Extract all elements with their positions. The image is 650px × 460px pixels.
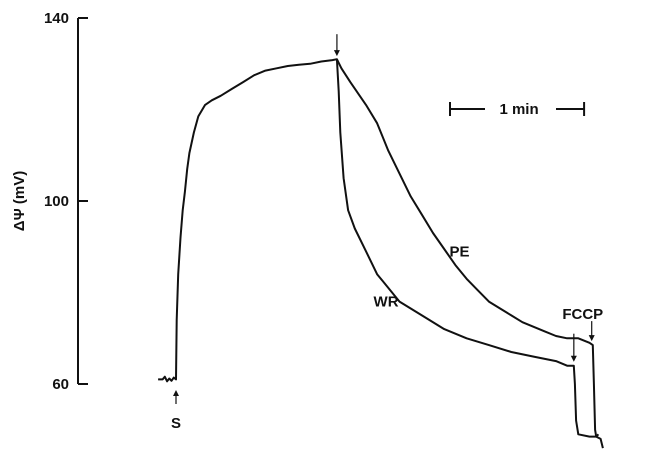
time-scale-bar: 1 min [449, 101, 586, 118]
traces: PE WR [158, 58, 604, 449]
fccp-label: FCCP [562, 306, 603, 323]
trace-pe [158, 58, 604, 449]
fccp-arrow-icon [570, 355, 577, 362]
series-label-pe: PE [450, 243, 470, 260]
substrate-arrow-icon [173, 390, 179, 396]
annotations: S FCCP 1 min [171, 34, 603, 432]
y-tick-label: 60 [52, 376, 69, 393]
y-axis: 60 100 140 ΔΨ (mV) [11, 10, 88, 393]
y-tick-label: 140 [44, 10, 69, 27]
series-label-wr: WR [374, 294, 399, 311]
fccp-arrow-icon [588, 335, 595, 342]
y-axis-title: ΔΨ (mV) [11, 171, 28, 231]
scale-bar-label: 1 min [499, 101, 538, 118]
y-tick-label: 100 [44, 193, 69, 210]
peak-arrow-icon [333, 50, 340, 57]
substrate-label: S [171, 415, 181, 432]
trace-wr [335, 59, 600, 438]
